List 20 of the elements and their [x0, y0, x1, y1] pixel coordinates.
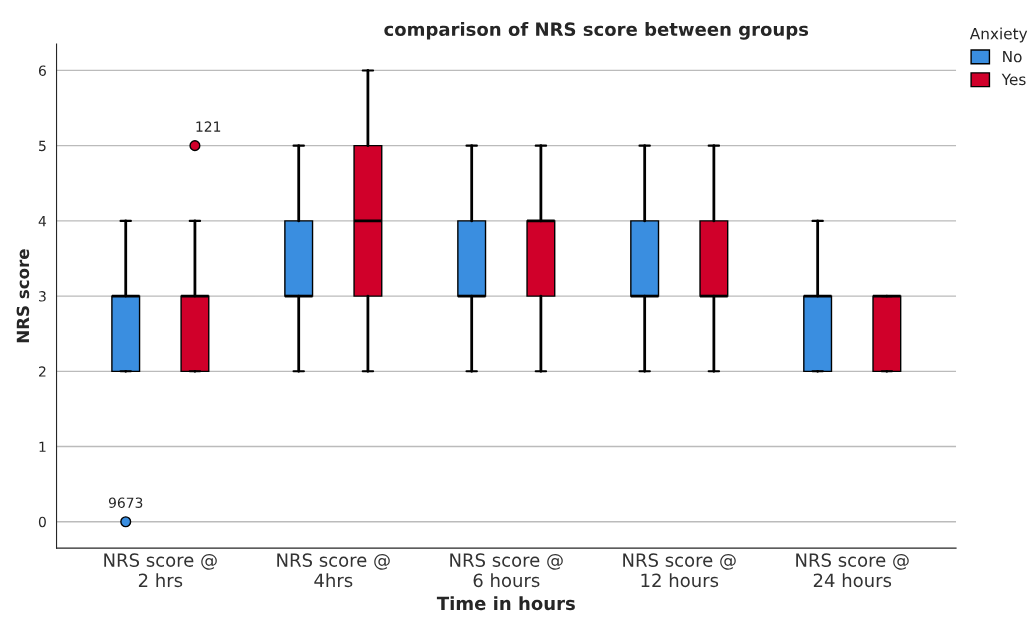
legend-title: Anxiety	[969, 27, 1028, 43]
y-axis-title: NRS score	[16, 249, 30, 343]
legend-label: No	[1003, 50, 1022, 63]
y-tick-label: 1	[39, 441, 46, 452]
y-tick-label: 5	[39, 140, 46, 152]
x-tick-label: NRS score @ 4hrs	[277, 553, 390, 588]
y-tick-label: 2	[39, 366, 46, 377]
x-tick-label: NRS score @ 12 hours	[623, 553, 736, 588]
legend-label: Yes	[1001, 73, 1026, 86]
chart-title: comparison of NRS score between groups	[384, 22, 809, 40]
annotation: 9673	[108, 497, 143, 508]
x-axis-title: Time in hours	[436, 596, 575, 611]
annotation: 121	[196, 121, 221, 132]
x-tick-label: NRS score @ 6 hours	[450, 553, 563, 588]
y-tick-label: 4	[38, 216, 47, 227]
x-tick-label: NRS score @ 24 hours	[796, 553, 909, 588]
y-tick-label: 0	[38, 516, 46, 528]
x-tick-label: NRS score @ 2 hrs	[104, 553, 217, 588]
y-tick-label: 6	[38, 65, 46, 76]
y-tick-label: 3	[39, 291, 46, 302]
